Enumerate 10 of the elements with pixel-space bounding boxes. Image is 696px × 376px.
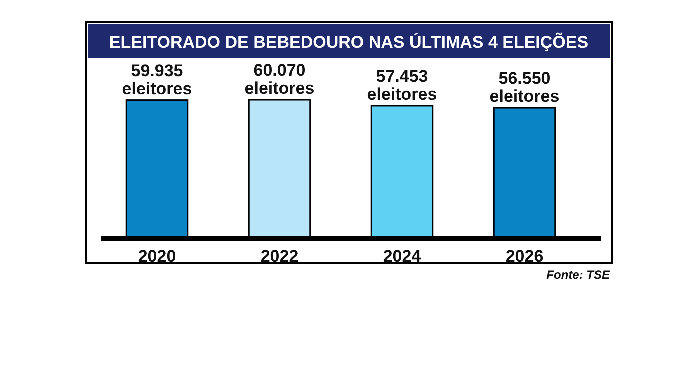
x-tick-label: 2024 bbox=[383, 247, 422, 266]
data-label: 56.550 eleitores bbox=[490, 69, 560, 106]
x-tick-label: 2020 bbox=[138, 247, 176, 266]
data-label: 60.070 eleitores bbox=[244, 61, 315, 98]
data-label: 57.453 eleitores bbox=[367, 66, 438, 104]
data-label: 59.935 eleitores bbox=[122, 61, 192, 98]
chart-title: ELEITORADO DE BEBEDOURO NAS ÚLTIMAS 4 ELEIÇÕES bbox=[109, 32, 589, 52]
x-tick-label: 2022 bbox=[260, 247, 299, 266]
source-note: Fonte: TSE bbox=[546, 268, 611, 282]
x-tick-label: 2026 bbox=[506, 247, 544, 266]
